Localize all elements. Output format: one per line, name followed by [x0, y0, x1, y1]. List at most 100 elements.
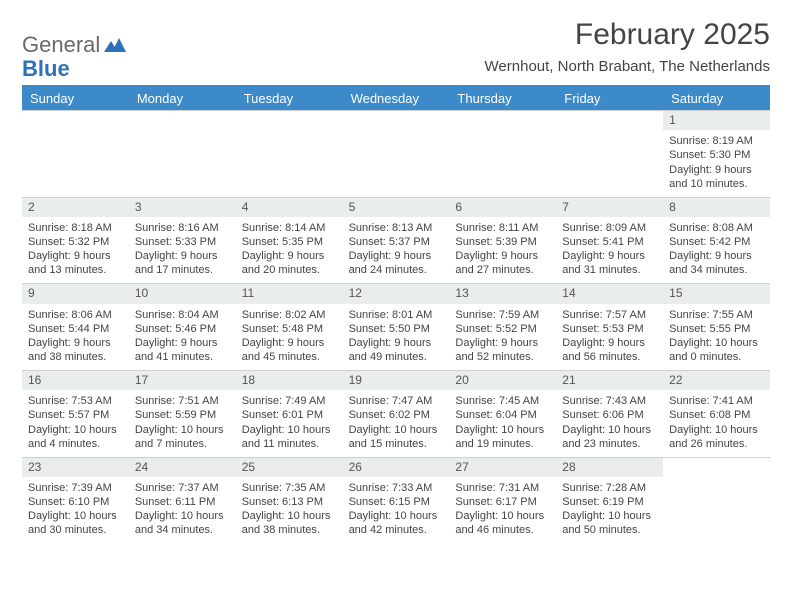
day-number: 1	[663, 111, 770, 130]
calendar-day-cell: 12Sunrise: 8:01 AMSunset: 5:50 PMDayligh…	[343, 283, 450, 370]
calendar-header: Sunday	[22, 85, 129, 110]
sunset-line: Sunset: 6:02 PM	[349, 408, 444, 422]
calendar-day-cell: 28Sunrise: 7:28 AMSunset: 6:19 PMDayligh…	[556, 457, 663, 544]
sunset-line: Sunset: 5:53 PM	[562, 322, 657, 336]
sunrise-line: Sunrise: 8:19 AM	[669, 134, 764, 148]
day-number: 7	[556, 198, 663, 217]
daylight-line: Daylight: 10 hours and 11 minutes.	[242, 423, 337, 451]
calendar-day-cell: 23Sunrise: 7:39 AMSunset: 6:10 PMDayligh…	[22, 457, 129, 544]
calendar-empty-cell	[556, 110, 663, 197]
daylight-line: Daylight: 10 hours and 0 minutes.	[669, 336, 764, 364]
sunset-line: Sunset: 5:39 PM	[455, 235, 550, 249]
sunrise-line: Sunrise: 8:18 AM	[28, 221, 123, 235]
calendar-day-cell: 27Sunrise: 7:31 AMSunset: 6:17 PMDayligh…	[449, 457, 556, 544]
sunset-line: Sunset: 5:55 PM	[669, 322, 764, 336]
calendar-day-cell: 26Sunrise: 7:33 AMSunset: 6:15 PMDayligh…	[343, 457, 450, 544]
sunrise-line: Sunrise: 7:59 AM	[455, 308, 550, 322]
day-number: 19	[343, 371, 450, 390]
daylight-line: Daylight: 10 hours and 38 minutes.	[242, 509, 337, 537]
sunset-line: Sunset: 5:37 PM	[349, 235, 444, 249]
day-number: 27	[449, 458, 556, 477]
sunset-line: Sunset: 5:30 PM	[669, 148, 764, 162]
calendar-empty-cell	[129, 110, 236, 197]
sunrise-line: Sunrise: 7:51 AM	[135, 394, 230, 408]
calendar-day-cell: 22Sunrise: 7:41 AMSunset: 6:08 PMDayligh…	[663, 370, 770, 457]
day-number: 4	[236, 198, 343, 217]
calendar-day-cell: 10Sunrise: 8:04 AMSunset: 5:46 PMDayligh…	[129, 283, 236, 370]
logo: General	[22, 18, 128, 58]
sunrise-line: Sunrise: 7:57 AM	[562, 308, 657, 322]
calendar-empty-cell	[236, 110, 343, 197]
calendar-day-cell: 4Sunrise: 8:14 AMSunset: 5:35 PMDaylight…	[236, 197, 343, 284]
day-number: 12	[343, 284, 450, 303]
day-number: 28	[556, 458, 663, 477]
sunset-line: Sunset: 5:41 PM	[562, 235, 657, 249]
sunrise-line: Sunrise: 8:04 AM	[135, 308, 230, 322]
daylight-line: Daylight: 10 hours and 23 minutes.	[562, 423, 657, 451]
sunset-line: Sunset: 5:59 PM	[135, 408, 230, 422]
page-title: February 2025	[485, 18, 770, 52]
sunset-line: Sunset: 5:52 PM	[455, 322, 550, 336]
sunset-line: Sunset: 5:50 PM	[349, 322, 444, 336]
calendar-day-cell: 2Sunrise: 8:18 AMSunset: 5:32 PMDaylight…	[22, 197, 129, 284]
sunset-line: Sunset: 6:10 PM	[28, 495, 123, 509]
sunset-line: Sunset: 6:13 PM	[242, 495, 337, 509]
day-number: 5	[343, 198, 450, 217]
daylight-line: Daylight: 10 hours and 19 minutes.	[455, 423, 550, 451]
daylight-line: Daylight: 10 hours and 7 minutes.	[135, 423, 230, 451]
sunset-line: Sunset: 5:46 PM	[135, 322, 230, 336]
daylight-line: Daylight: 9 hours and 52 minutes.	[455, 336, 550, 364]
day-number: 14	[556, 284, 663, 303]
daylight-line: Daylight: 9 hours and 56 minutes.	[562, 336, 657, 364]
daylight-line: Daylight: 9 hours and 45 minutes.	[242, 336, 337, 364]
daylight-line: Daylight: 10 hours and 15 minutes.	[349, 423, 444, 451]
daylight-line: Daylight: 10 hours and 4 minutes.	[28, 423, 123, 451]
day-number: 13	[449, 284, 556, 303]
sunset-line: Sunset: 5:57 PM	[28, 408, 123, 422]
calendar-empty-cell	[449, 110, 556, 197]
calendar-day-cell: 6Sunrise: 8:11 AMSunset: 5:39 PMDaylight…	[449, 197, 556, 284]
day-number: 11	[236, 284, 343, 303]
sunset-line: Sunset: 6:19 PM	[562, 495, 657, 509]
sunset-line: Sunset: 6:17 PM	[455, 495, 550, 509]
sunset-line: Sunset: 5:33 PM	[135, 235, 230, 249]
daylight-line: Daylight: 9 hours and 20 minutes.	[242, 249, 337, 277]
sunset-line: Sunset: 6:04 PM	[455, 408, 550, 422]
daylight-line: Daylight: 10 hours and 42 minutes.	[349, 509, 444, 537]
day-number: 3	[129, 198, 236, 217]
calendar-day-cell: 15Sunrise: 7:55 AMSunset: 5:55 PMDayligh…	[663, 283, 770, 370]
header: General February 2025 Wernhout, North Br…	[22, 18, 770, 75]
calendar-header: Monday	[129, 85, 236, 110]
calendar-day-cell: 13 Sunrise: 7:59 AMSunset: 5:52 PMDayligh…	[449, 283, 556, 370]
day-number: 24	[129, 458, 236, 477]
day-number: 21	[556, 371, 663, 390]
sunrise-line: Sunrise: 8:02 AM	[242, 308, 337, 322]
sunrise-line: Sunrise: 8:06 AM	[28, 308, 123, 322]
daylight-line: Daylight: 9 hours and 10 minutes.	[669, 163, 764, 191]
daylight-line: Daylight: 9 hours and 31 minutes.	[562, 249, 657, 277]
logo-blue-wrap: Blue	[22, 56, 70, 82]
daylight-line: Daylight: 9 hours and 13 minutes.	[28, 249, 123, 277]
calendar-empty-cell	[22, 110, 129, 197]
logo-text-general: General	[22, 32, 100, 58]
sunrise-line: Sunrise: 7:49 AM	[242, 394, 337, 408]
calendar-day-cell: 16Sunrise: 7:53 AMSunset: 5:57 PMDayligh…	[22, 370, 129, 457]
day-number: 20	[449, 371, 556, 390]
daylight-line: Daylight: 10 hours and 34 minutes.	[135, 509, 230, 537]
daylight-line: Daylight: 10 hours and 46 minutes.	[455, 509, 550, 537]
day-number: 22	[663, 371, 770, 390]
calendar-empty-cell	[663, 457, 770, 544]
logo-text-blue: Blue	[22, 56, 70, 81]
sunrise-line: Sunrise: 7:45 AM	[455, 394, 550, 408]
sunrise-line: Sunrise: 7:35 AM	[242, 481, 337, 495]
calendar-header: Wednesday	[343, 85, 450, 110]
sunrise-line: Sunrise: 8:01 AM	[349, 308, 444, 322]
daylight-line: Daylight: 9 hours and 17 minutes.	[135, 249, 230, 277]
day-number: 16	[22, 371, 129, 390]
calendar-header: Thursday	[449, 85, 556, 110]
day-number: 9	[22, 284, 129, 303]
sunrise-line: Sunrise: 8:09 AM	[562, 221, 657, 235]
daylight-line: Daylight: 10 hours and 30 minutes.	[28, 509, 123, 537]
daylight-line: Daylight: 9 hours and 24 minutes.	[349, 249, 444, 277]
sunset-line: Sunset: 5:48 PM	[242, 322, 337, 336]
